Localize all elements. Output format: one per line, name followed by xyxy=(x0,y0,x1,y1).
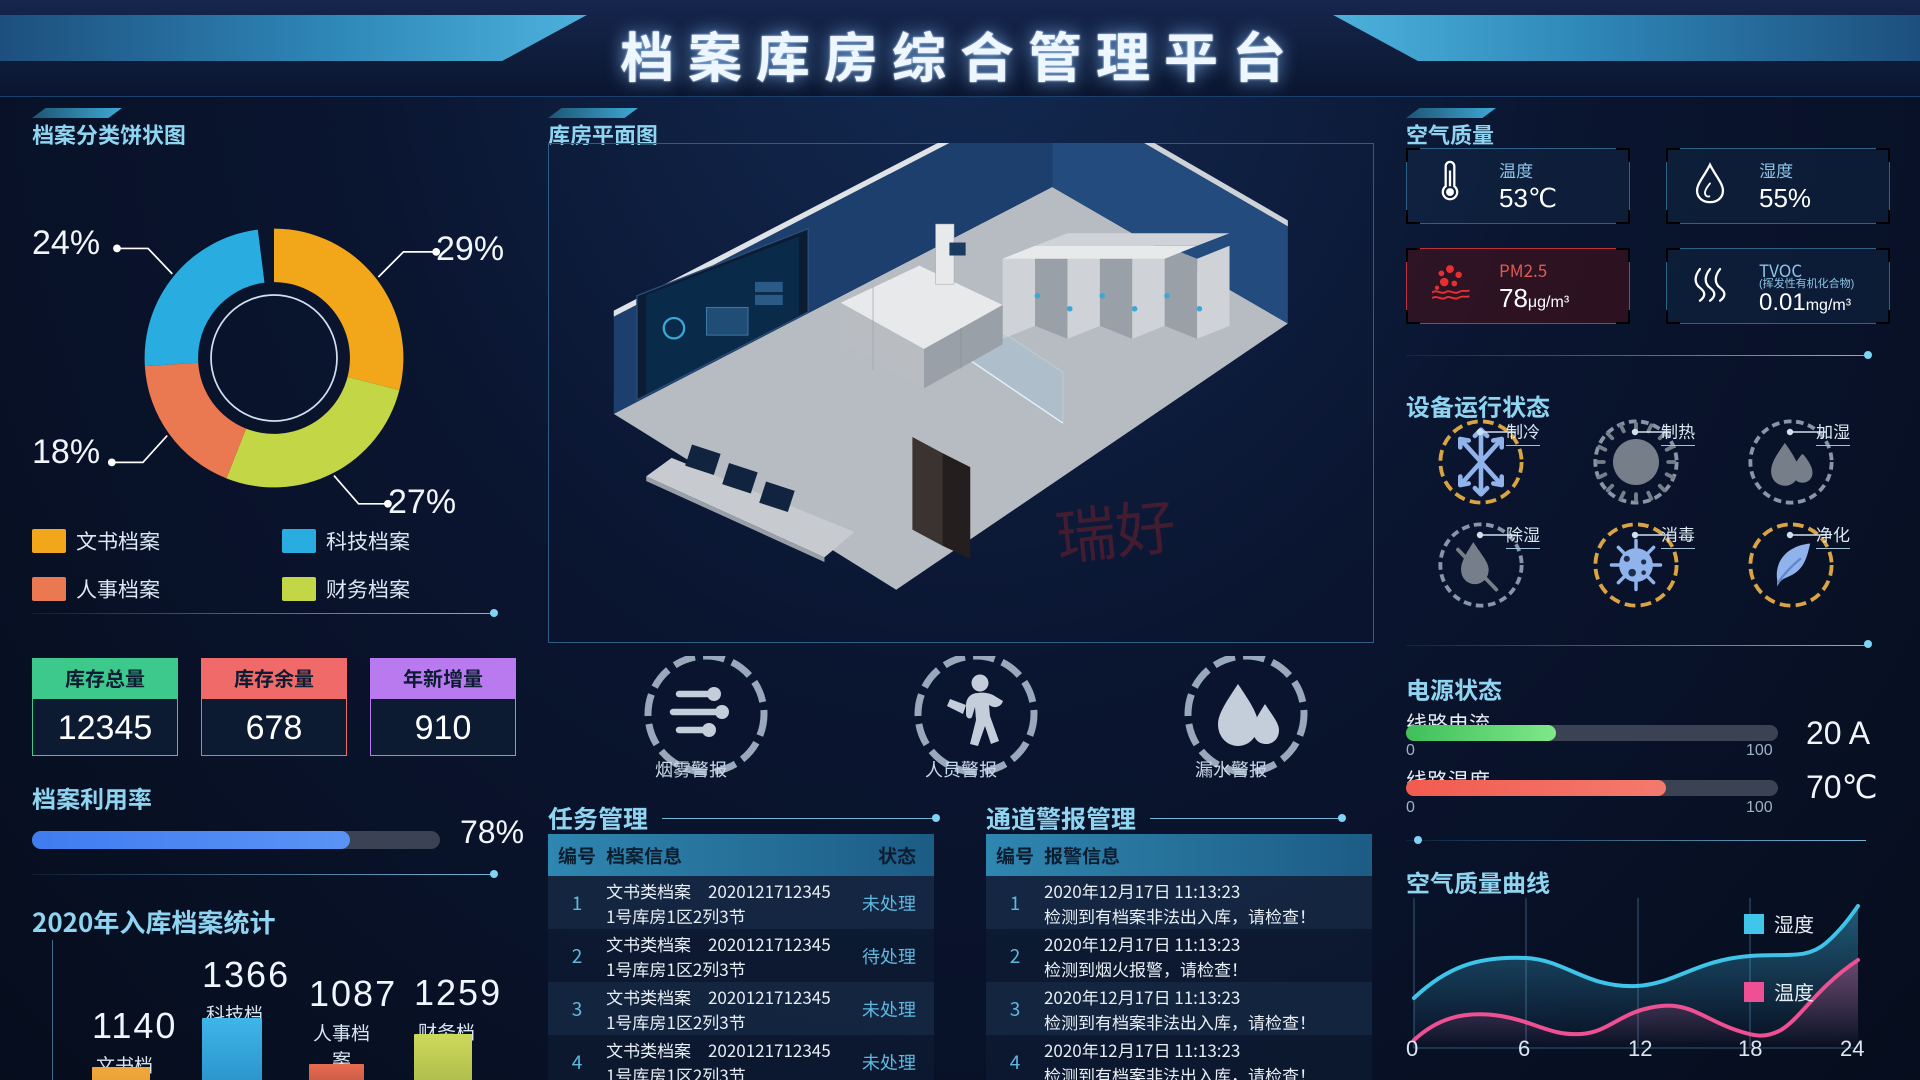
svg-text:瑞好: 瑞好 xyxy=(1051,478,1180,577)
